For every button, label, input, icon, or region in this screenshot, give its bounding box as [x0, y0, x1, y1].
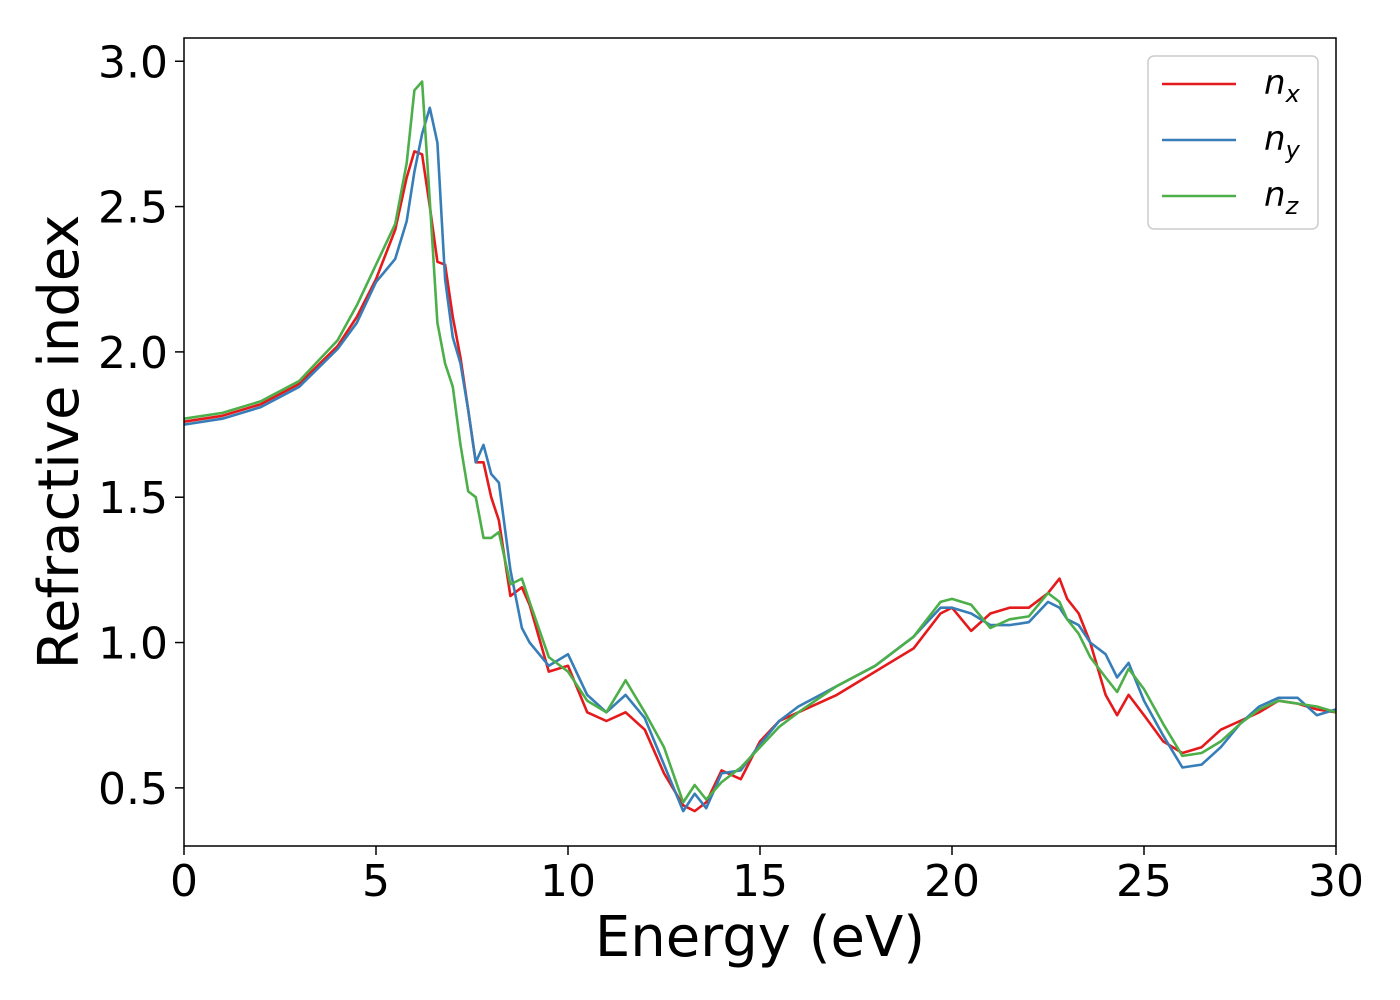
x-tick-label: 5 [362, 856, 390, 907]
y-tick-label: 2.0 [98, 328, 168, 379]
y-tick-label: 3.0 [98, 37, 168, 88]
x-tick-label: 15 [732, 856, 788, 907]
x-axis-title: Energy (eV) [595, 905, 925, 970]
y-tick-label: 1.0 [98, 619, 168, 670]
x-tick-label: 0 [170, 856, 198, 907]
x-tick-label: 10 [540, 856, 596, 907]
x-tick-label: 25 [1116, 856, 1172, 907]
legend-label-y: ny [1264, 119, 1301, 164]
y-tick-label: 1.5 [98, 473, 168, 524]
legend-label-x: nx [1264, 63, 1301, 108]
series-line-z [183, 80, 1337, 804]
x-tick-label: 20 [924, 856, 980, 907]
plot-background [184, 38, 1336, 846]
y-tick-label: 0.5 [98, 764, 168, 815]
legend: nx ny nz [1147, 55, 1319, 230]
series-line-y [183, 106, 1337, 813]
legend-box [1147, 55, 1319, 230]
legend-label-z: nz [1264, 175, 1300, 220]
y-axis-ticks: 0.5 1.0 1.5 2.0 2.5 3.0 [98, 37, 184, 815]
x-tick-label: 30 [1308, 856, 1364, 907]
y-tick-label: 2.5 [98, 183, 168, 234]
y-axis-title: Refractive index [27, 215, 92, 670]
series-lines [183, 80, 1337, 813]
x-axis-ticks: 0 5 10 15 20 25 30 [170, 846, 1364, 907]
